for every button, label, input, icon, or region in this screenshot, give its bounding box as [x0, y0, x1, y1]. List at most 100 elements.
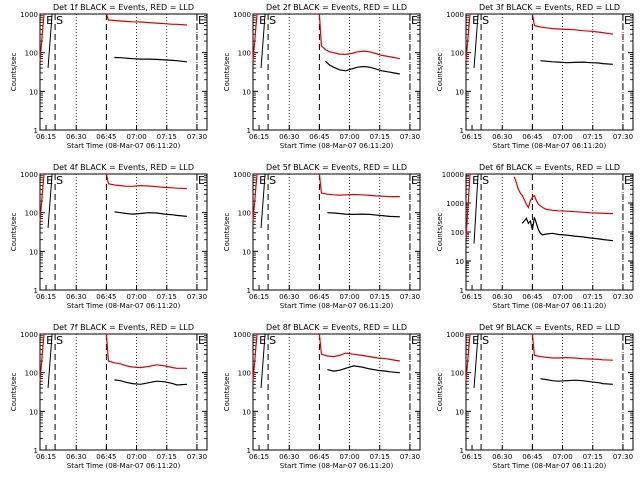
x-tick-label: 06:15: [36, 453, 56, 461]
series-lld-line: [105, 173, 187, 190]
series-lld-line: [531, 333, 613, 361]
plot-frame: [465, 173, 634, 291]
y-axis-label: Counts/sec: [223, 53, 231, 92]
x-tick-label: 07:30: [187, 133, 207, 141]
x-tick-label: 07:00: [552, 293, 572, 301]
x-tick-label: 07:00: [552, 133, 572, 141]
x-tick-label: 07:15: [583, 293, 603, 301]
series-lld-line: [318, 333, 400, 362]
y-tick-label: 1: [460, 127, 464, 135]
start-marker: S: [269, 174, 276, 187]
x-tick-label: 07:15: [370, 293, 390, 301]
y-tick-label: 10: [455, 408, 464, 416]
x-axis-label: Start Time (08-Mar-07 06:11:20): [280, 302, 394, 310]
x-tick-label: 06:45: [309, 453, 329, 461]
x-tick-label: 06:45: [96, 453, 116, 461]
chart-title: Det 2f BLACK = Events, RED = LLD: [266, 3, 407, 12]
y-tick-label: 10: [29, 88, 38, 96]
x-tick-label: 07:30: [613, 453, 633, 461]
x-tick-label: 06:45: [522, 293, 542, 301]
series-black-rise: [473, 333, 479, 389]
chart-title: Det 1f BLACK = Events, RED = LLD: [53, 3, 194, 12]
series-lld-line: [513, 176, 613, 215]
x-tick-label: 07:15: [370, 133, 390, 141]
series-black-rise: [47, 173, 53, 229]
y-tick-label: 1: [460, 287, 464, 295]
series-events-line: [327, 365, 400, 374]
start-marker: S: [269, 14, 276, 27]
plot-frame: [252, 173, 421, 291]
chart-title: Det 4f BLACK = Events, RED = LLD: [53, 163, 194, 172]
y-tick-label: 1: [247, 127, 251, 135]
series-red-rise: [252, 13, 258, 62]
start-marker: E: [46, 174, 53, 187]
series-events-line: [114, 379, 187, 386]
chart-panel-1: Det 1f BLACK = Events, RED = LLD 1 10 100 10…: [10, 3, 208, 150]
start-marker: E: [472, 14, 479, 27]
x-tick-label: 06:30: [279, 293, 299, 301]
end-marker: E: [198, 14, 205, 27]
x-tick-label: 06:30: [279, 133, 299, 141]
series-red-rise: [252, 173, 258, 222]
y-tick-label: 10: [242, 88, 251, 96]
y-tick-label: 100: [451, 50, 464, 58]
y-tick-label: 100: [25, 210, 38, 218]
x-tick-label: 07:00: [126, 453, 146, 461]
series-lld-line: [318, 13, 401, 60]
x-tick-label: 07:15: [583, 453, 603, 461]
y-tick-label: 100: [238, 370, 251, 378]
x-tick-label: 07:00: [339, 453, 359, 461]
x-tick-label: 06:30: [66, 293, 86, 301]
plot-frame: [39, 173, 208, 291]
x-tick-label: 06:45: [309, 293, 329, 301]
x-tick-label: 06:45: [522, 453, 542, 461]
x-tick-label: 07:00: [339, 133, 359, 141]
y-tick-label: 1000: [446, 200, 464, 208]
x-axis-label: Start Time (08-Mar-07 06:11:20): [280, 462, 394, 470]
end-marker: E: [624, 334, 631, 347]
x-tick-label: 07:15: [583, 133, 603, 141]
chart-panel-3: Det 3f BLACK = Events, RED = LLD 1 10 100 10…: [436, 3, 634, 150]
y-tick-label: 1: [34, 287, 38, 295]
plot-frame: [39, 13, 208, 131]
y-tick-label: 1: [247, 447, 251, 455]
x-axis-label: Start Time (08-Mar-07 06:11:20): [67, 462, 181, 470]
chart-panel-2: Det 2f BLACK = Events, RED = LLD 1 10 100 10…: [223, 3, 421, 150]
end-marker: E: [411, 14, 418, 27]
series-black-rise: [260, 333, 266, 389]
y-tick-label: 10: [455, 88, 464, 96]
series-red-rise: [465, 333, 471, 382]
series-red-rise: [252, 333, 258, 382]
y-tick-label: 1: [247, 287, 251, 295]
x-tick-label: 06:45: [309, 133, 329, 141]
y-tick-label: 10: [455, 258, 464, 266]
start-marker: S: [269, 334, 276, 347]
chart-panel-6: Det 6f BLACK = Events, RED = LLD 1 10 100 10…: [436, 163, 634, 310]
series-red-rise: [465, 13, 471, 62]
x-tick-label: 06:30: [66, 453, 86, 461]
plot-frame: [252, 13, 421, 131]
chart-title: Det 8f BLACK = Events, RED = LLD: [266, 323, 407, 332]
start-marker: S: [482, 334, 489, 347]
y-tick-label: 1000: [233, 171, 251, 179]
series-lld-line: [318, 173, 400, 198]
plot-frame: [465, 13, 634, 131]
x-tick-label: 07:30: [187, 293, 207, 301]
y-axis-label: Counts/sec: [10, 213, 18, 252]
y-tick-label: 1000: [20, 331, 38, 339]
x-tick-label: 06:15: [462, 293, 482, 301]
x-tick-label: 07:30: [613, 293, 633, 301]
x-tick-label: 07:00: [126, 133, 146, 141]
chart-title: Det 6f BLACK = Events, RED = LLD: [479, 163, 620, 172]
y-tick-label: 100: [451, 370, 464, 378]
start-marker: S: [56, 14, 63, 27]
x-tick-label: 07:00: [126, 293, 146, 301]
plot-frame: [465, 333, 634, 451]
y-axis-label: Counts/sec: [10, 373, 18, 412]
x-tick-label: 07:30: [400, 133, 420, 141]
series-lld-line: [105, 13, 187, 26]
y-tick-label: 100: [451, 229, 464, 237]
series-black-rise: [47, 13, 53, 69]
x-axis-label: Start Time (08-Mar-07 06:11:20): [67, 302, 181, 310]
